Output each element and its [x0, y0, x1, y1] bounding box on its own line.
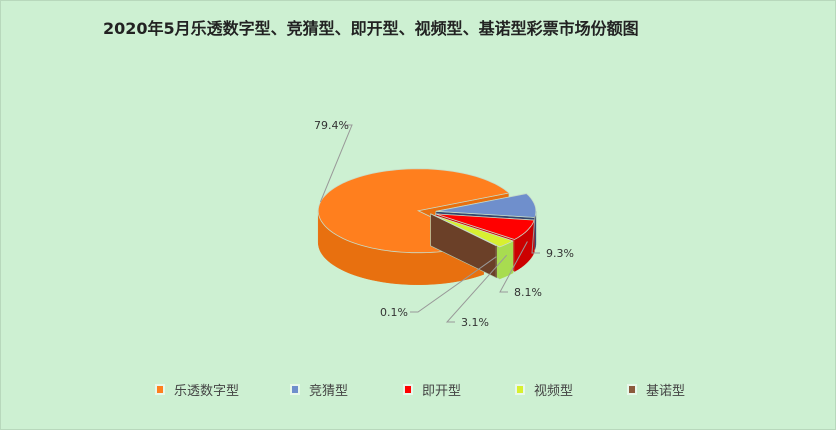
data-label: 3.1%	[461, 316, 489, 329]
legend: 乐透数字型 竞猜型 即开型 视频型 基诺型	[0, 380, 836, 399]
slice-top-face	[435, 213, 535, 240]
pie-slice	[430, 213, 498, 279]
chart-title: 2020年5月乐透数字型、竞猜型、即开型、视频型、基诺型彩票市场份额图	[103, 19, 639, 38]
legend-swatch	[515, 384, 525, 395]
legend-item-instant[interactable]: 即开型	[403, 380, 461, 399]
data-label: 79.4%	[314, 119, 349, 132]
legend-label: 竞猜型	[309, 384, 349, 399]
slice-side-wall	[499, 240, 514, 280]
slice-top-face	[433, 214, 515, 248]
legend-label: 乐透数字型	[174, 384, 240, 399]
legend-swatch	[290, 384, 300, 395]
data-label: 8.1%	[514, 286, 542, 299]
legend-swatch	[155, 384, 165, 395]
legend-label: 基诺型	[646, 384, 686, 399]
legend-item-video[interactable]: 视频型	[515, 380, 573, 399]
slice-top-face	[430, 213, 498, 247]
legend-item-lotto[interactable]: 乐透数字型	[155, 380, 239, 399]
slice-top-face	[435, 193, 537, 218]
leader-line	[410, 256, 497, 313]
leader-line	[531, 216, 540, 254]
data-label: 0.1%	[380, 306, 408, 319]
legend-label: 视频型	[534, 384, 574, 399]
legend-swatch	[627, 384, 637, 395]
leader-line	[445, 254, 508, 323]
legend-item-keno[interactable]: 基诺型	[627, 380, 685, 399]
slice-side-wall	[495, 245, 497, 278]
leader-line	[319, 124, 353, 203]
legend-swatch	[403, 384, 413, 395]
legend-item-quiz[interactable]: 竞猜型	[290, 380, 348, 399]
data-label: 9.3%	[546, 247, 574, 260]
leader-line	[499, 241, 528, 293]
legend-label: 即开型	[422, 384, 462, 399]
